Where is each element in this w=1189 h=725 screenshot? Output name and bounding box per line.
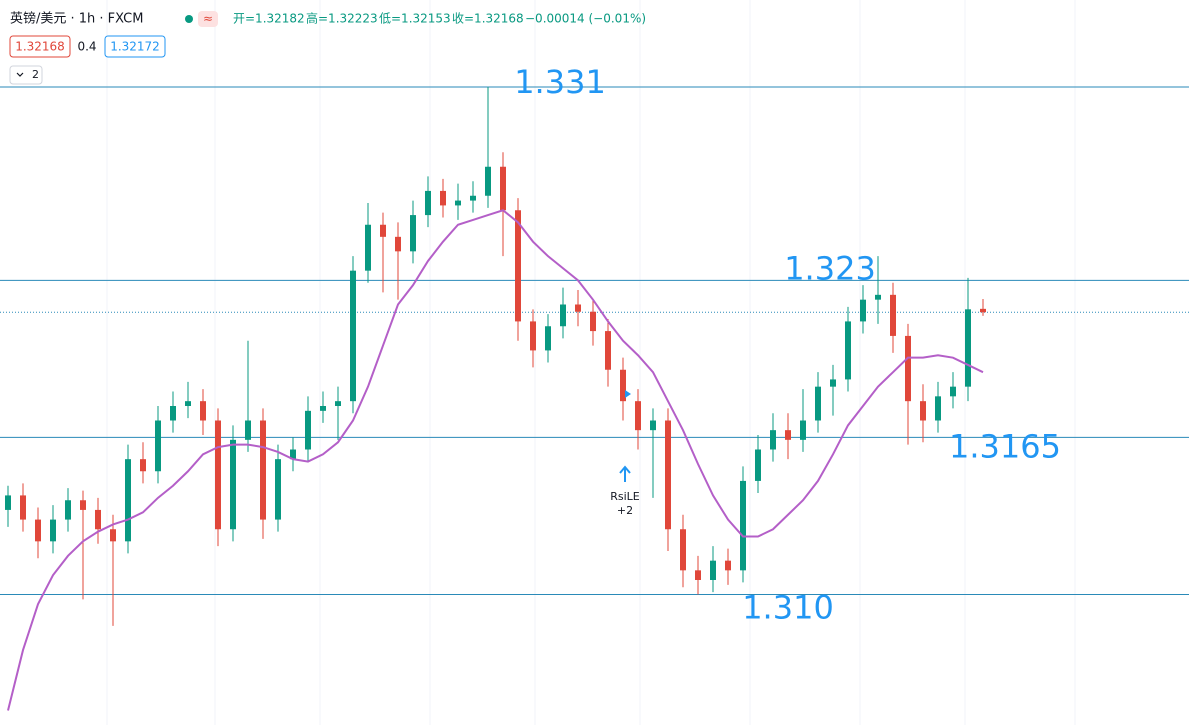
candle-body	[35, 519, 41, 542]
ask-box[interactable]	[104, 35, 166, 58]
spread: 0.4	[77, 40, 96, 54]
candle-body	[170, 406, 176, 421]
candle-body	[290, 449, 296, 460]
symbol[interactable]: 英镑/美元 · 1h · FXCM	[10, 11, 143, 27]
candle-body	[470, 195, 476, 201]
candle-body	[560, 304, 566, 327]
candle-body	[440, 190, 446, 206]
candle-body	[575, 304, 581, 312]
candle-body	[710, 560, 716, 580]
indicator-count: 2	[32, 68, 39, 81]
candle-body	[905, 335, 911, 402]
status-badge[interactable]	[198, 11, 218, 27]
candle-body	[335, 401, 341, 406]
candle-body	[500, 166, 506, 211]
candle-body	[875, 294, 881, 300]
candle-body	[980, 308, 986, 313]
candle-body	[425, 190, 431, 216]
candle-body	[890, 294, 896, 336]
candle-body	[485, 166, 491, 196]
candle-body	[65, 500, 71, 520]
candle-body	[230, 439, 236, 530]
candle-body	[20, 495, 26, 520]
level-label: 1.3165	[949, 427, 1061, 465]
overlay: 1.331 1.323 1.3165 1.310	[7, 63, 1061, 711]
signal-text: RsiLE	[610, 490, 640, 503]
candle-body	[740, 480, 746, 571]
signal-count: +2	[617, 504, 633, 517]
candle-body	[635, 401, 641, 431]
candle-body	[815, 386, 821, 421]
candle-body	[725, 560, 731, 571]
candle-body	[605, 331, 611, 370]
low: 低=1.32153	[379, 12, 451, 26]
candle-body	[365, 224, 371, 271]
candle-body	[590, 311, 596, 332]
candle-body	[305, 410, 311, 450]
candle-body	[140, 459, 146, 472]
candle-body	[785, 430, 791, 440]
grid	[106, 0, 1076, 725]
level-label: 1.323	[784, 249, 876, 287]
candle-body	[530, 321, 536, 351]
candle-body	[950, 386, 956, 397]
candle-body	[455, 200, 461, 206]
candle-body	[80, 500, 86, 510]
candle-body	[350, 270, 356, 402]
candle-body	[965, 309, 971, 387]
candle-body	[860, 299, 866, 322]
candle-body	[935, 396, 941, 421]
ask: 1.32172	[110, 40, 160, 54]
level-label: 1.310	[742, 589, 834, 627]
level-label: 1.331	[514, 63, 606, 101]
high: 高=1.32223	[306, 11, 378, 26]
candle-body	[845, 321, 851, 380]
candle-body	[95, 509, 101, 530]
candle-body	[665, 420, 671, 530]
candle-body	[395, 236, 401, 252]
candle-body	[125, 459, 131, 542]
candle-body	[380, 224, 386, 237]
chevron	[16, 72, 24, 77]
candle-body	[695, 570, 701, 580]
candle-body	[755, 449, 761, 481]
candle-body	[800, 420, 806, 440]
candle-body	[155, 420, 161, 472]
indicator-toggle[interactable]	[9, 65, 43, 85]
candle-body	[185, 401, 191, 406]
candle-body	[545, 326, 551, 351]
candle-body	[200, 401, 206, 421]
candle-body	[920, 401, 926, 421]
candle-body	[410, 215, 416, 252]
candle-body	[650, 420, 656, 431]
moving-average	[7, 209, 984, 711]
candle-body	[830, 379, 836, 387]
candle-body	[260, 420, 266, 520]
bid-box[interactable]	[9, 35, 71, 58]
status-dot	[185, 15, 193, 23]
bid: 1.32168	[15, 40, 65, 54]
candle-body	[245, 420, 251, 440]
candle-body	[680, 529, 686, 571]
open: 开=1.32182	[233, 12, 305, 26]
change: −0.00014 (−0.01%)	[525, 12, 646, 26]
candle-body	[110, 529, 116, 542]
close: 收=1.32168	[452, 12, 524, 26]
candle-body	[620, 369, 626, 402]
candle-body	[50, 519, 56, 542]
signal-marker	[625, 390, 631, 398]
candle-body	[515, 210, 521, 322]
signal-arrow	[619, 465, 631, 482]
candles	[5, 87, 986, 626]
candle-body	[275, 459, 281, 520]
badge-icon: ≈	[203, 12, 213, 26]
candle-body	[770, 430, 776, 450]
candle-body	[320, 406, 326, 411]
candle-body	[215, 420, 221, 530]
levels	[0, 86, 1189, 595]
candle-body	[5, 495, 11, 510]
